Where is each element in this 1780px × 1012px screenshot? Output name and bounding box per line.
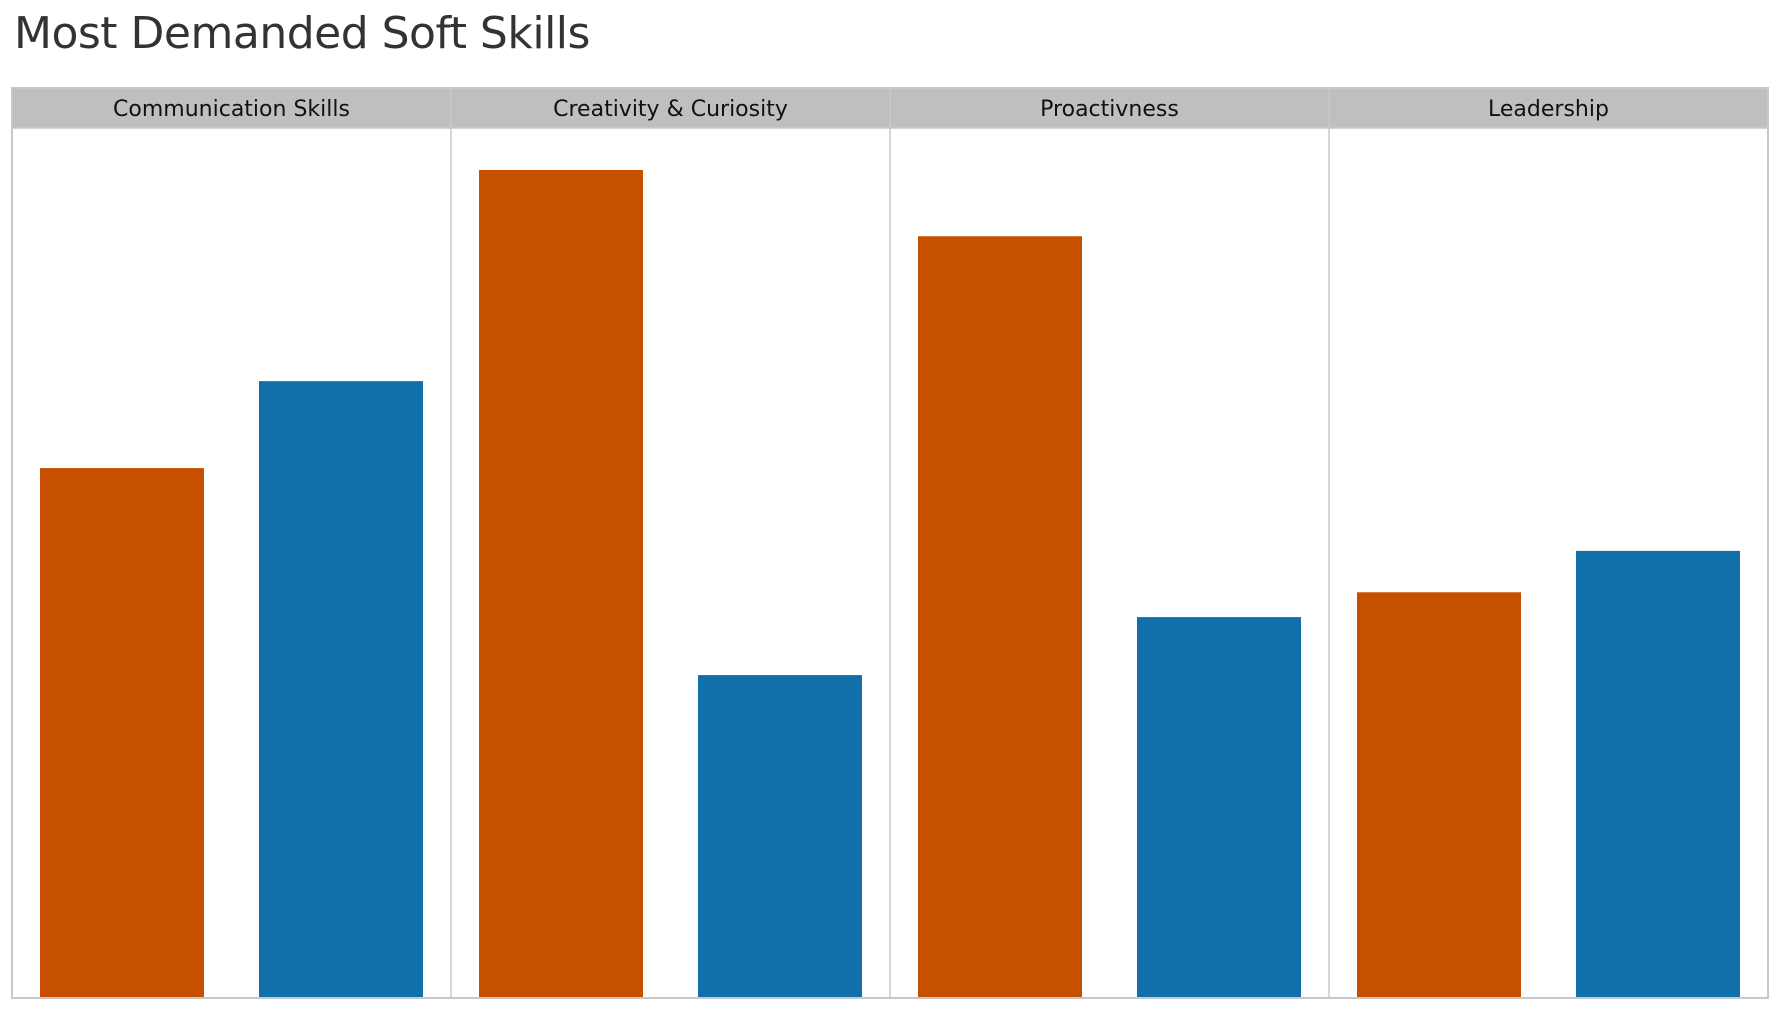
bar-communication-skills-series-2[interactable] <box>259 381 423 998</box>
bar-creativity-curiosity-series-2[interactable] <box>698 675 862 998</box>
category-label: Communication Skills <box>113 97 350 122</box>
panel-header-leadership <box>1329 88 1768 128</box>
panel-header-creativity-curiosity <box>451 88 890 128</box>
panel-header-proactivness <box>890 88 1329 128</box>
panel-header-communication-skills <box>12 88 451 128</box>
bar-leadership-series-2[interactable] <box>1576 550 1740 998</box>
category-label: Creativity & Curiosity <box>553 97 788 122</box>
bar-proactivness-series-1[interactable] <box>918 236 1082 999</box>
category-label: Proactivness <box>1040 97 1179 122</box>
bar-leadership-series-1[interactable] <box>1357 592 1521 998</box>
chart-title: Most Demanded Soft Skills <box>14 8 590 59</box>
bar-communication-skills-series-1[interactable] <box>40 468 204 999</box>
bar-proactivness-series-2[interactable] <box>1137 617 1301 998</box>
category-label: Leadership <box>1488 97 1609 122</box>
bar-creativity-curiosity-series-1[interactable] <box>479 170 643 998</box>
